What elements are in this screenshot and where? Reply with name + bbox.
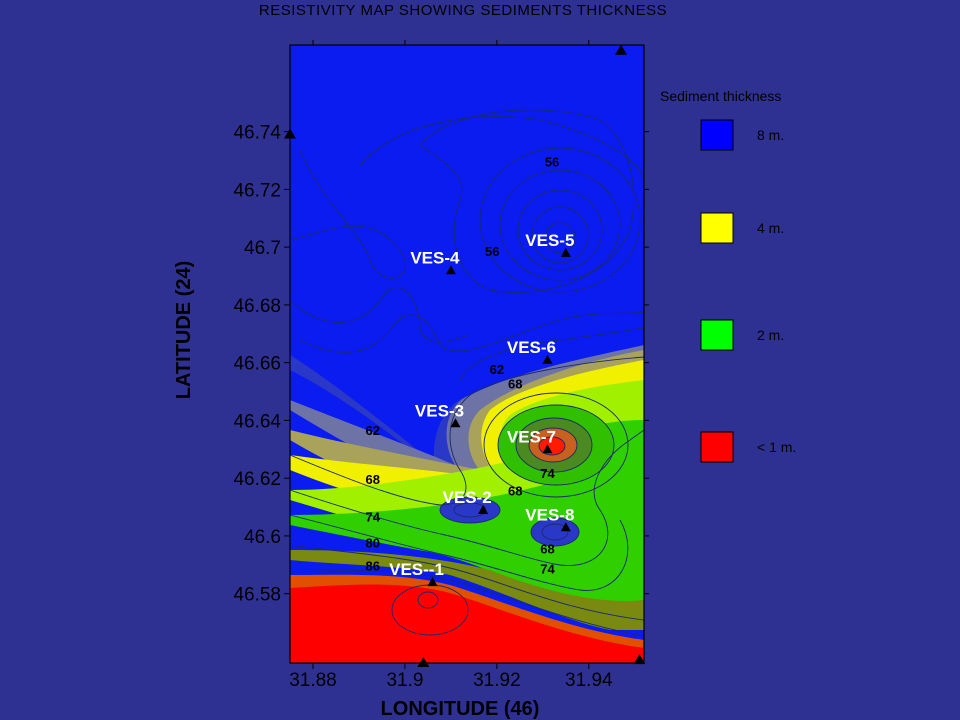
station-marker bbox=[560, 522, 571, 532]
station-label: VES-4 bbox=[410, 248, 460, 267]
y-tick-label: 46.6 bbox=[244, 527, 281, 548]
contour-line bbox=[497, 404, 615, 486]
contour-value-label: 68 bbox=[366, 472, 380, 487]
contour-line bbox=[419, 109, 635, 293]
y-tick-label: 46.62 bbox=[233, 469, 281, 490]
legend-label: 8 m. bbox=[757, 127, 784, 143]
legend-swatch bbox=[700, 431, 734, 463]
contour-lines bbox=[290, 109, 644, 637]
x-tick-label: 31.9 bbox=[386, 670, 423, 691]
station-marker bbox=[445, 265, 456, 275]
station-label: VES-5 bbox=[525, 231, 574, 250]
contour-line bbox=[417, 591, 439, 609]
y-tick-label: 46.58 bbox=[233, 585, 281, 606]
y-tick-label: 46.7 bbox=[244, 238, 281, 259]
station-marker bbox=[542, 444, 553, 454]
contour-value-label: 68 bbox=[508, 484, 522, 499]
boundary-marker bbox=[633, 654, 646, 665]
contour-line bbox=[290, 287, 471, 343]
station-label: VES-3 bbox=[415, 401, 464, 420]
contour-line bbox=[517, 189, 603, 271]
plot-frame bbox=[289, 44, 645, 664]
legend: Sediment thickness 8 m. 4 m. 2 m. < 1 m. bbox=[660, 88, 796, 463]
contour-value-label: 62 bbox=[366, 423, 380, 438]
station-marker bbox=[427, 577, 438, 587]
x-tick-label: 31.94 bbox=[565, 670, 613, 691]
contour-line bbox=[299, 311, 644, 353]
contour-line bbox=[531, 206, 589, 264]
y-tick-label: 46.66 bbox=[233, 354, 281, 375]
contour-value-label: 68 bbox=[540, 541, 554, 556]
contour-line bbox=[290, 356, 644, 506]
legend-title: Sediment thickness bbox=[660, 88, 781, 104]
y-tick-label: 46.68 bbox=[233, 296, 281, 317]
chart-title: RESISTIVITY MAP SHOWING SEDIMENTS THICKN… bbox=[259, 2, 667, 19]
legend-label: 2 m. bbox=[757, 327, 784, 343]
station-label: VES-6 bbox=[507, 338, 556, 357]
y-tick-label: 46.64 bbox=[233, 411, 281, 432]
station-label: VES-7 bbox=[507, 427, 556, 446]
contour-line bbox=[453, 502, 487, 518]
contour-value-label: 68 bbox=[508, 377, 522, 392]
boundary-marker bbox=[615, 44, 628, 55]
station-label: VES-8 bbox=[525, 505, 574, 524]
x-tick-label: 31.92 bbox=[473, 670, 521, 691]
stations: VES--1 VES-2 VES-3 VES-4 VES-5 VES-6 VES-7 VES-… bbox=[389, 231, 574, 587]
legend-swatch bbox=[700, 212, 734, 244]
contour-line bbox=[530, 517, 580, 547]
legend-label: 4 m. bbox=[757, 220, 784, 236]
station-marker bbox=[450, 418, 461, 428]
contour-line bbox=[528, 427, 578, 463]
contour-line bbox=[479, 147, 641, 293]
boundary-marker bbox=[417, 657, 430, 667]
contour-line bbox=[290, 429, 644, 566]
contour-value-label: 56 bbox=[485, 244, 499, 259]
station-marker bbox=[560, 247, 571, 257]
contour-line bbox=[541, 523, 569, 541]
legend-swatch bbox=[700, 119, 734, 151]
contour-value-label: 74 bbox=[366, 509, 381, 524]
y-axis-title: LATITUDE (24) bbox=[173, 261, 195, 400]
contour-line bbox=[499, 169, 621, 281]
contour-line bbox=[290, 514, 629, 591]
contour-line bbox=[290, 570, 644, 637]
station-marker bbox=[542, 354, 553, 364]
contour-value-label: 74 bbox=[540, 466, 555, 481]
contour-value-label: 86 bbox=[366, 559, 380, 574]
contour-line bbox=[290, 149, 406, 279]
station-label: VES-2 bbox=[443, 488, 492, 507]
contour-line bbox=[515, 417, 593, 473]
boundary-markers bbox=[284, 44, 646, 667]
x-axis: 31.88 31.9 31.92 31.94 bbox=[289, 40, 613, 691]
band-red bbox=[290, 584, 644, 663]
contour-line bbox=[459, 327, 644, 381]
station-label: VES--1 bbox=[389, 560, 444, 579]
contour-value-label: 74 bbox=[540, 561, 555, 576]
boundary-marker bbox=[284, 128, 296, 139]
contour-value-label: 80 bbox=[366, 535, 380, 550]
y-axis: 46.58 46.6 46.62 46.64 46.66 46.68 46.7 46.72 46… bbox=[233, 123, 649, 606]
band-olive bbox=[290, 550, 644, 630]
contour-line bbox=[290, 544, 644, 621]
station-marker bbox=[478, 504, 489, 514]
contour-line bbox=[538, 436, 566, 456]
contour-value-label: 56 bbox=[545, 154, 559, 169]
legend-label: < 1 m. bbox=[757, 439, 796, 455]
contour-labels: 56 56 62 68 62 68 74 80 86 68 74 68 74 bbox=[366, 154, 560, 576]
x-axis-title: LONGITUDE (46) bbox=[381, 698, 540, 720]
contour-value-label: 62 bbox=[490, 362, 504, 377]
contour-line bbox=[483, 392, 629, 498]
contour-line bbox=[544, 222, 576, 254]
legend-swatch bbox=[700, 319, 734, 351]
ves2-low bbox=[440, 497, 500, 523]
y-tick-label: 46.74 bbox=[233, 123, 281, 144]
y-tick-label: 46.72 bbox=[233, 180, 281, 201]
contour-line bbox=[439, 496, 501, 524]
x-tick-label: 31.88 bbox=[289, 670, 337, 691]
